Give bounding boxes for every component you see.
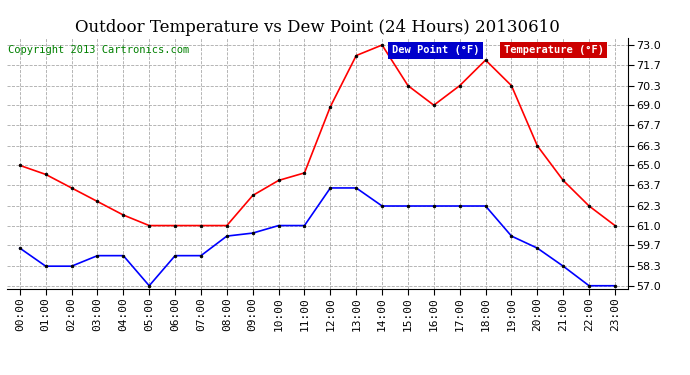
Title: Outdoor Temperature vs Dew Point (24 Hours) 20130610: Outdoor Temperature vs Dew Point (24 Hou… [75, 19, 560, 36]
Text: Dew Point (°F): Dew Point (°F) [392, 45, 480, 55]
Text: Copyright 2013 Cartronics.com: Copyright 2013 Cartronics.com [8, 45, 189, 55]
Text: Temperature (°F): Temperature (°F) [504, 45, 604, 55]
